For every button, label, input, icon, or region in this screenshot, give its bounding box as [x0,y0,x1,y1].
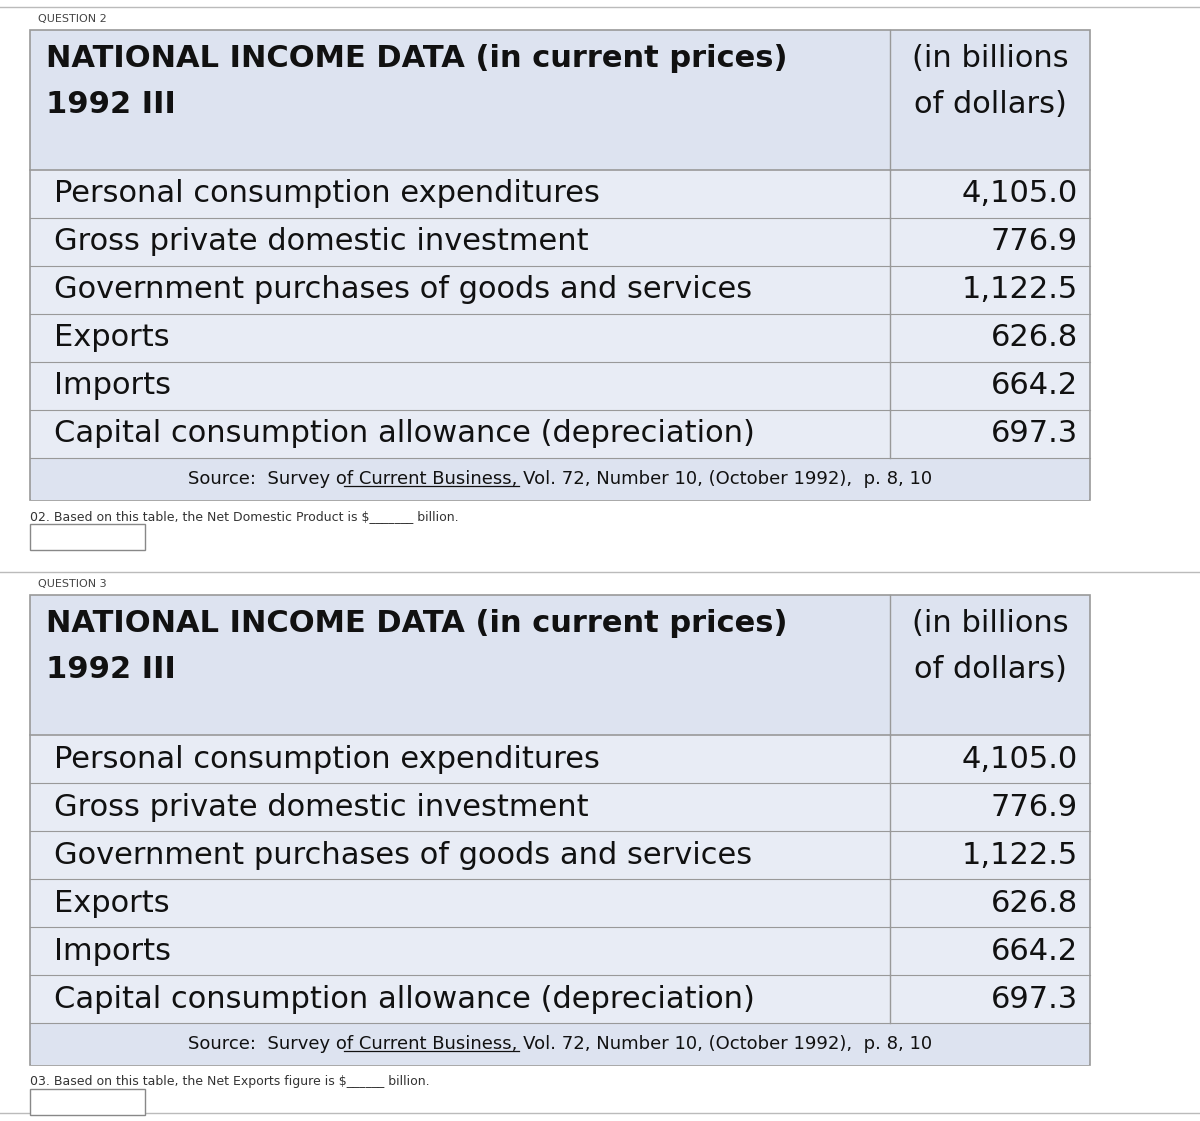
Text: 664.2: 664.2 [991,371,1078,400]
Text: 03. Based on this table, the Net Exports figure is $______ billion.: 03. Based on this table, the Net Exports… [30,1075,430,1088]
Text: Source:  Survey of Current Business, Vol. 72, Number 10, (October 1992),  p. 8, : Source: Survey of Current Business, Vol.… [188,1035,932,1053]
Text: 4,105.0: 4,105.0 [961,744,1078,773]
Text: (in billions: (in billions [912,609,1068,638]
Text: Exports: Exports [54,889,169,917]
Text: 626.8: 626.8 [991,889,1078,917]
Text: QUESTION 2: QUESTION 2 [38,13,107,24]
Bar [31,170,1090,217]
Text: Personal consumption expenditures: Personal consumption expenditures [54,179,600,209]
Bar [30,1088,145,1115]
Bar [31,927,1090,975]
Text: 1992 III: 1992 III [46,90,176,119]
Bar [31,782,1090,831]
Text: 1,122.5: 1,122.5 [961,276,1078,305]
Text: Personal consumption expenditures: Personal consumption expenditures [54,744,600,773]
Text: 776.9: 776.9 [991,793,1078,822]
Text: 02. Based on this table, the Net Domestic Product is $_______ billion.: 02. Based on this table, the Net Domesti… [30,510,458,524]
Bar [31,735,1090,782]
Text: Government purchases of goods and services: Government purchases of goods and servic… [54,276,752,305]
Bar [31,831,1090,879]
Text: Capital consumption allowance (depreciation): Capital consumption allowance (depreciat… [54,984,755,1013]
Text: Source:: Source: [521,470,600,488]
Text: 664.2: 664.2 [991,936,1078,965]
Bar [31,217,1090,266]
Text: of dollars): of dollars) [913,655,1067,684]
Bar [30,524,145,550]
Bar [30,595,1090,1065]
Text: Imports: Imports [54,371,172,400]
Bar [31,410,1090,458]
Bar [31,975,1090,1023]
Text: Source:  Survey of Current Business, Vol. 72, Number 10, (October 1992),  p. 8, : Source: Survey of Current Business, Vol.… [188,1035,932,1053]
Text: (in billions: (in billions [912,44,1068,73]
Text: 697.3: 697.3 [991,419,1078,448]
Text: of dollars): of dollars) [913,90,1067,119]
Text: Source:  Survey of Current Business, Vol. 72, Number 10, (October 1992),  p. 8, : Source: Survey of Current Business, Vol.… [188,470,932,488]
Bar [31,879,1090,927]
Text: Government purchases of goods and services: Government purchases of goods and servic… [54,841,752,870]
Bar [31,458,1090,500]
Text: Imports: Imports [54,936,172,965]
Bar [30,30,1090,500]
Text: Exports: Exports [54,324,169,352]
Text: 697.3: 697.3 [991,984,1078,1013]
Text: NATIONAL INCOME DATA (in current prices): NATIONAL INCOME DATA (in current prices) [46,609,787,638]
Bar [31,266,1090,314]
Bar [31,362,1090,410]
Text: NATIONAL INCOME DATA (in current prices): NATIONAL INCOME DATA (in current prices) [46,44,787,73]
Bar [31,1023,1090,1065]
Text: Source:: Source: [521,1035,600,1053]
Text: 626.8: 626.8 [991,324,1078,352]
Text: Source:  Survey of Current Business, Vol. 72, Number 10, (October 1992),  p. 8, : Source: Survey of Current Business, Vol.… [188,470,932,488]
Text: 1,122.5: 1,122.5 [961,841,1078,870]
Text: Gross private domestic investment: Gross private domestic investment [54,228,589,257]
Text: 1992 III: 1992 III [46,655,176,684]
Text: Gross private domestic investment: Gross private domestic investment [54,793,589,822]
Text: Capital consumption allowance (depreciation): Capital consumption allowance (depreciat… [54,419,755,448]
Text: 776.9: 776.9 [991,228,1078,257]
Text: 4,105.0: 4,105.0 [961,179,1078,209]
Bar [31,314,1090,362]
Text: QUESTION 3: QUESTION 3 [38,580,107,589]
